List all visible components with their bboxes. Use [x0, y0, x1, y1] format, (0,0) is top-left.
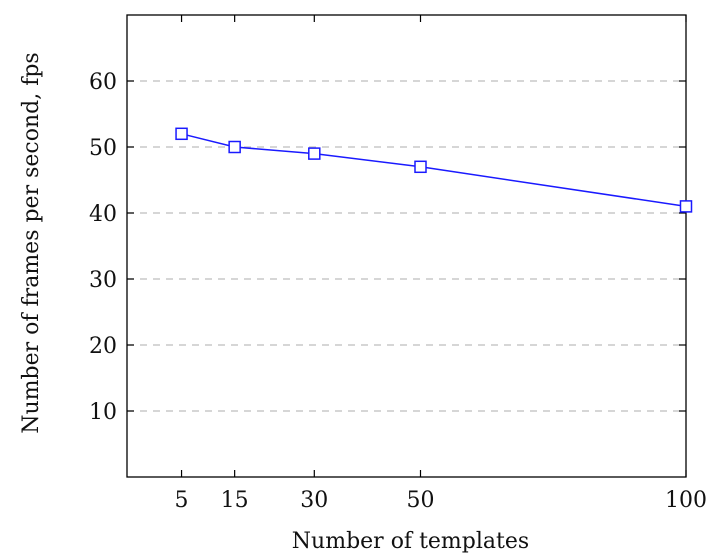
series-group	[175, 127, 693, 213]
data-point-marker	[679, 200, 693, 213]
grid-lines	[127, 80, 686, 412]
x-axis-label: Number of templates	[292, 529, 529, 554]
y-tick-label: 50	[89, 136, 117, 161]
x-tick-label: 50	[407, 488, 435, 513]
x-tick-label: 5	[175, 488, 189, 513]
y-tick-label: 20	[89, 334, 117, 359]
y-tick-label: 30	[89, 268, 117, 293]
x-tick-label: 100	[665, 488, 707, 513]
data-point-marker	[175, 127, 188, 141]
y-tick-label: 60	[89, 70, 117, 95]
y-axis: 10 20 30 40 50 60	[89, 70, 686, 425]
y-tick-label: 10	[89, 400, 117, 425]
y-tick-label: 40	[89, 202, 117, 227]
data-point-marker	[228, 140, 241, 154]
plot-frame	[126, 14, 687, 478]
x-axis: 5 15 30 50 100	[175, 15, 707, 513]
x-tick-label: 30	[300, 488, 328, 513]
y-axis-label: Number of frames per second, fps	[19, 52, 44, 433]
data-point-marker	[414, 160, 427, 174]
x-tick-label: 15	[221, 488, 249, 513]
data-point-marker	[308, 147, 321, 160]
series-line	[181, 133, 687, 208]
